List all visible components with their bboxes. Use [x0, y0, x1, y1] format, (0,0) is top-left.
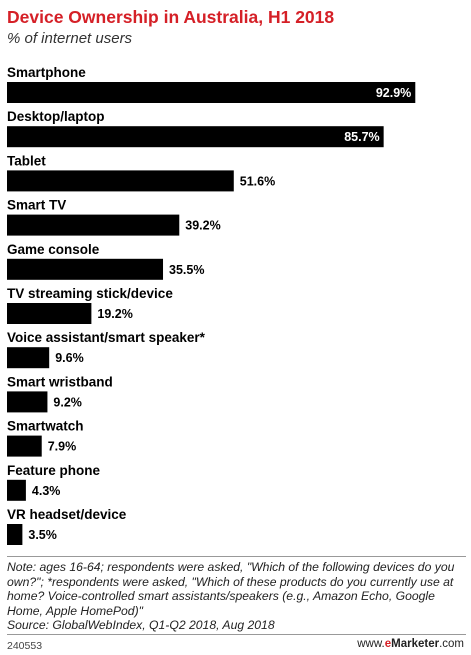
emarketer-link[interactable]: www.eMarketer.com [357, 638, 464, 650]
chart-title: Device Ownership in Australia, H1 2018 [7, 7, 335, 27]
category-label: Smartphone [7, 65, 86, 80]
category-label: Tablet [7, 153, 46, 168]
value-label: 9.6% [55, 351, 83, 365]
site-brand-name: Marketer [391, 638, 440, 650]
category-label: Smartwatch [7, 419, 84, 434]
category-label: Game console [7, 242, 100, 257]
chart-subtitle: % of internet users [7, 30, 133, 47]
bar [7, 170, 234, 192]
value-label: 19.2% [97, 307, 132, 321]
chart-id: 240553 [7, 640, 43, 652]
value-label: 9.2% [53, 395, 81, 409]
source-text: Source: GlobalWebIndex, Q1-Q2 2018, Aug … [7, 618, 275, 632]
value-label: 3.5% [28, 528, 57, 542]
value-label: 35.5% [169, 263, 204, 277]
category-label: Desktop/laptop [7, 109, 105, 124]
category-label: Feature phone [7, 463, 101, 478]
value-label: 4.3% [32, 484, 61, 498]
site-suffix: .com [439, 638, 464, 650]
value-label: 51.6% [240, 174, 275, 188]
bar [7, 303, 92, 324]
category-label: VR headset/device [7, 507, 127, 522]
category-label: Smart wristband [7, 374, 113, 389]
bar-chart: Smartphone 92.9% Desktop/laptop 85.7% Tablet… [7, 65, 416, 545]
bar [7, 524, 23, 545]
category-label: Smart TV [7, 198, 66, 213]
value-label: 92.9% [376, 86, 411, 100]
bar [7, 347, 50, 369]
bar [7, 391, 48, 413]
category-label: TV streaming stick/device [7, 286, 173, 301]
note-text: Note: ages 16-64; respondents were asked… [7, 560, 455, 618]
bar [7, 82, 416, 103]
notes-divider [7, 556, 466, 557]
value-label: 7.9% [48, 440, 77, 454]
bar [7, 435, 42, 457]
footer-divider [7, 634, 466, 635]
bar [7, 126, 384, 148]
chart-notes: Note: ages 16-64; respondents were asked… [7, 560, 465, 633]
bar [7, 214, 180, 236]
category-label: Voice assistant/smart speaker* [7, 330, 206, 345]
bar [7, 479, 26, 501]
site-prefix: www. [357, 638, 385, 650]
site-brand-e: e [384, 638, 392, 650]
bar [7, 258, 164, 280]
value-label: 39.2% [185, 219, 220, 233]
value-label: 85.7% [344, 130, 379, 144]
